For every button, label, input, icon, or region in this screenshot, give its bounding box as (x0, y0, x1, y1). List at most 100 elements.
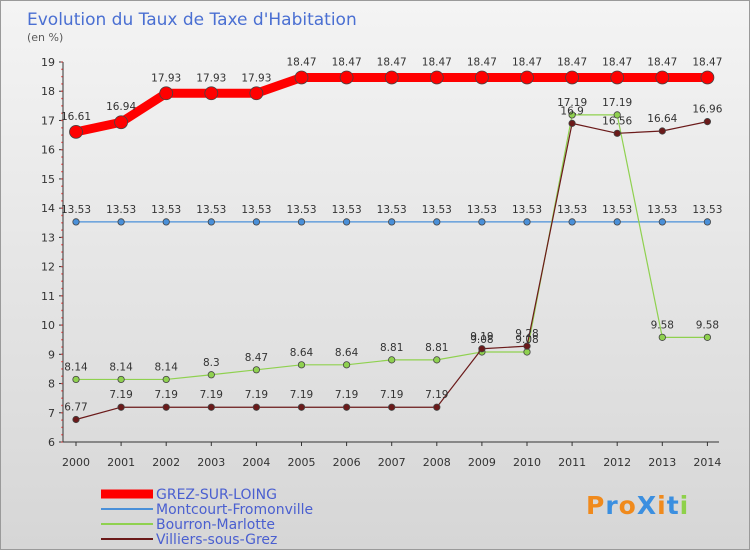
data-label-grez-sur-loing: 18.47 (286, 56, 316, 68)
data-point-grez-sur-loing (114, 115, 128, 130)
data-point-grez-sur-loing (249, 86, 264, 101)
y-minor-tick (61, 236, 63, 239)
x-tick-label: 2003 (197, 456, 225, 469)
x-tick-label: 2007 (378, 456, 406, 469)
data-point-villiers-sous-grez (478, 345, 486, 353)
data-point-grez-sur-loing (339, 70, 354, 85)
x-tick-label: 2009 (468, 456, 496, 469)
data-point-grez-sur-loing (520, 70, 534, 85)
data-point-montcourt-fromonville (117, 218, 125, 226)
data-point-bourron-marlotte (703, 333, 712, 341)
data-point-villiers-sous-grez (613, 129, 621, 137)
data-label-montcourt-fromonville: 13.53 (422, 204, 452, 216)
logo-letter: i (657, 491, 667, 520)
y-minor-tick (61, 287, 63, 290)
data-label-villiers-sous-grez: 7.19 (335, 389, 358, 401)
data-label-villiers-sous-grez: 16.56 (602, 115, 632, 127)
data-point-montcourt-fromonville (162, 218, 170, 226)
logo-letter: t (666, 491, 680, 520)
legend-label-villiers-sous-grez[interactable]: Villiers-sous-Grez (156, 532, 277, 548)
x-tick-label: 2004 (242, 456, 270, 469)
y-minor-tick (61, 75, 63, 78)
data-point-grez-sur-loing (474, 70, 489, 85)
y-minor-tick (61, 207, 63, 209)
y-tick-label: 19 (41, 56, 55, 69)
data-label-villiers-sous-grez: 7.19 (290, 389, 313, 401)
data-point-villiers-sous-grez (72, 415, 80, 424)
y-minor-tick (61, 338, 63, 341)
logo-letter: P (586, 491, 606, 520)
data-point-villiers-sous-grez (658, 127, 666, 135)
data-label-grez-sur-loing: 16.94 (106, 101, 136, 113)
series-line-bourron-marlotte (75, 114, 709, 381)
data-point-bourron-marlotte (433, 356, 441, 364)
data-label-montcourt-fromonville: 13.53 (196, 204, 226, 216)
data-label-montcourt-fromonville: 13.53 (151, 204, 181, 216)
data-point-montcourt-fromonville (207, 218, 215, 226)
data-point-bourron-marlotte (162, 375, 170, 384)
y-minor-tick (61, 302, 63, 304)
x-tick-label: 2012 (603, 456, 631, 469)
data-point-villiers-sous-grez (252, 403, 260, 411)
y-minor-tick (61, 214, 63, 217)
y-minor-tick (61, 360, 63, 363)
data-label-grez-sur-loing: 18.47 (647, 56, 677, 68)
axes: 6 7 8 9 10 11 12 13 14 15 16 17 18 19 2000 2001 2002 2003… (41, 56, 721, 469)
data-point-bourron-marlotte (388, 356, 396, 364)
data-label-bourron-marlotte: 9.58 (696, 319, 719, 331)
y-tick-label: 17 (41, 114, 55, 127)
x-tick-label: 2010 (513, 456, 541, 469)
y-minor-tick (61, 433, 63, 436)
y-minor-tick (61, 126, 63, 129)
data-point-grez-sur-loing (700, 70, 715, 85)
y-minor-tick (61, 397, 63, 399)
y-minor-tick (61, 375, 63, 378)
data-point-montcourt-fromonville (297, 218, 306, 226)
data-label-grez-sur-loing: 17.93 (196, 72, 226, 84)
y-tick-label: 10 (41, 319, 55, 332)
y-minor-tick (61, 200, 63, 202)
y-minor-tick (61, 419, 63, 421)
x-tick-label: 2006 (333, 456, 361, 469)
data-label-grez-sur-loing: 18.47 (422, 56, 452, 68)
data-label-villiers-sous-grez: 7.19 (200, 389, 223, 401)
data-point-grez-sur-loing (384, 70, 399, 85)
data-label-bourron-marlotte: 9.08 (470, 334, 493, 346)
data-label-villiers-sous-grez: 9.28 (515, 328, 538, 340)
data-label-bourron-marlotte: 8.47 (245, 352, 268, 364)
data-point-bourron-marlotte (252, 366, 260, 374)
data-label-grez-sur-loing: 18.47 (602, 56, 632, 68)
y-minor-tick (61, 185, 63, 188)
data-point-bourron-marlotte (658, 333, 666, 341)
y-minor-tick (61, 192, 63, 195)
y-minor-tick (61, 229, 63, 231)
data-label-montcourt-fromonville: 13.53 (332, 204, 362, 216)
x-tick-label: 2011 (558, 456, 586, 469)
data-label-bourron-marlotte: 8.14 (64, 361, 88, 373)
legend-label-grez-sur-loing[interactable]: GREZ-SUR-LOING (156, 487, 277, 503)
y-minor-tick (61, 178, 63, 180)
y-minor-tick (61, 382, 63, 385)
data-point-villiers-sous-grez (117, 403, 125, 411)
y-minor-tick (61, 156, 63, 158)
legend[interactable]: GREZ-SUR-LOINGMontcourt-FromonvilleBourr… (101, 487, 313, 548)
data-label-montcourt-fromonville: 13.53 (286, 204, 316, 216)
y-minor-tick (61, 68, 63, 71)
y-tick-label: 12 (41, 261, 55, 274)
data-point-montcourt-fromonville (388, 218, 396, 226)
y-minor-tick (61, 97, 63, 100)
data-point-grez-sur-loing (204, 86, 219, 101)
logo-letter: r (605, 491, 619, 520)
data-point-montcourt-fromonville (568, 218, 576, 226)
legend-label-bourron-marlotte[interactable]: Bourron-Marlotte (156, 517, 275, 533)
y-minor-tick (61, 316, 63, 319)
data-point-bourron-marlotte (297, 361, 306, 369)
data-point-villiers-sous-grez (162, 403, 170, 411)
data-point-villiers-sous-grez (523, 342, 531, 350)
data-point-villiers-sous-grez (388, 403, 396, 411)
data-label-bourron-marlotte: 9.58 (651, 319, 674, 331)
legend-label-montcourt-fromonville[interactable]: Montcourt-Fromonville (156, 502, 313, 518)
y-minor-tick (61, 119, 63, 122)
